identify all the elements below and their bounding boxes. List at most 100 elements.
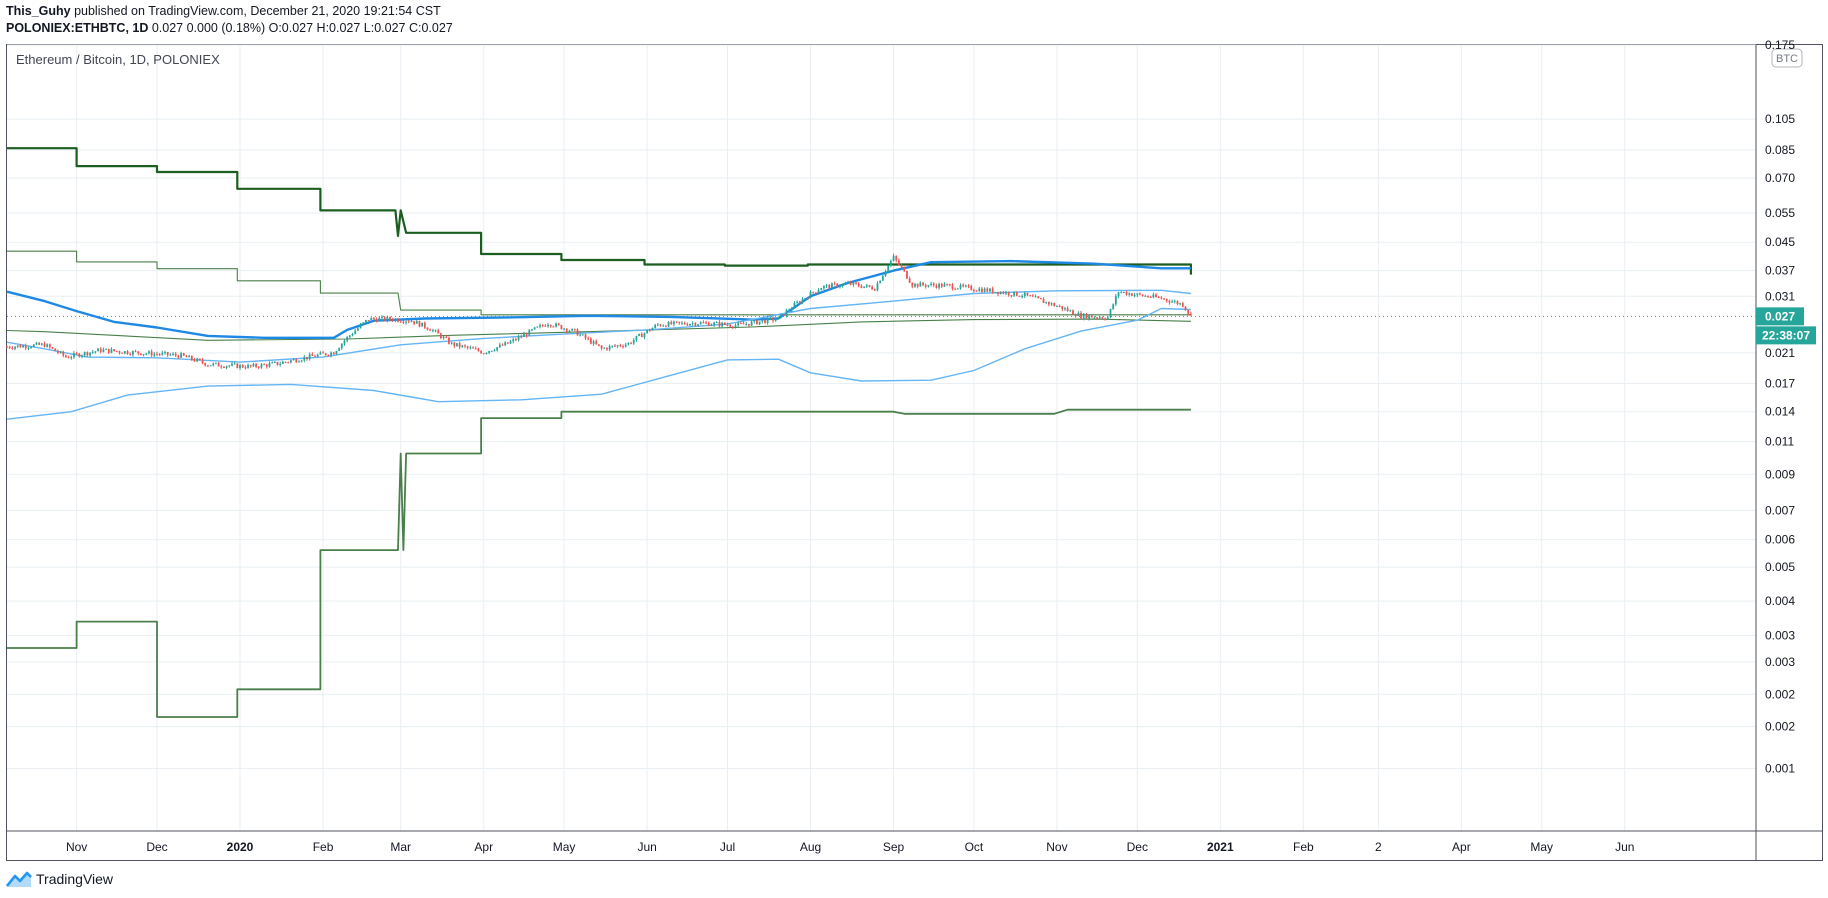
y-tick-label: 0.070 xyxy=(1765,171,1795,185)
candle-body xyxy=(656,324,659,326)
candle-body xyxy=(335,350,338,355)
candle-body xyxy=(311,354,314,356)
candle-body xyxy=(691,323,694,325)
candle-body xyxy=(169,354,172,356)
candle-body xyxy=(260,364,263,368)
indicator-line xyxy=(6,318,1191,341)
candle-body xyxy=(573,328,576,330)
candle-body xyxy=(431,330,434,332)
author-name[interactable]: This_Guhy xyxy=(6,4,71,18)
candle-body xyxy=(1085,313,1088,319)
candle-body xyxy=(603,347,606,349)
candle-body xyxy=(844,283,847,285)
candle-body xyxy=(648,329,651,331)
candle-body xyxy=(873,289,876,291)
candle-body xyxy=(501,344,504,346)
candle-body xyxy=(73,353,75,358)
candle-body xyxy=(630,342,632,344)
candle-body xyxy=(391,319,394,321)
candle-body xyxy=(731,326,734,328)
candle-body xyxy=(102,349,105,352)
candle-body xyxy=(946,284,949,286)
candle-body xyxy=(423,322,426,328)
candle-body xyxy=(999,291,1002,295)
y-tick-label: 0.037 xyxy=(1765,264,1795,278)
candle-body xyxy=(836,283,839,287)
candle-body xyxy=(281,361,284,364)
candle-body xyxy=(113,349,116,352)
candle-body xyxy=(273,361,276,363)
candle-body xyxy=(817,290,820,293)
candle-body xyxy=(40,343,43,345)
candle-body xyxy=(1096,317,1099,319)
candle-body xyxy=(664,325,667,327)
candle-body xyxy=(576,329,579,336)
candle-body xyxy=(437,330,440,334)
footer-brand[interactable]: TradingView xyxy=(36,871,114,887)
candle-body xyxy=(506,342,509,344)
candle-body xyxy=(185,355,188,358)
candle-body xyxy=(825,284,828,286)
candle-body xyxy=(212,363,215,366)
candle-body xyxy=(1173,301,1176,303)
candle-body xyxy=(1053,303,1056,307)
candle-body xyxy=(924,285,927,287)
candle-body xyxy=(868,285,871,287)
candle-body xyxy=(415,321,418,324)
y-tick-label: 0.045 xyxy=(1765,235,1795,249)
candle-body xyxy=(1131,293,1133,296)
candle-body xyxy=(375,319,378,322)
candle-body xyxy=(142,354,145,356)
candle-body xyxy=(812,291,815,293)
candle-body xyxy=(600,345,603,349)
candle-body xyxy=(164,352,166,354)
candle-body xyxy=(1023,292,1026,297)
candle-body xyxy=(1187,310,1190,314)
candle-body xyxy=(962,284,965,287)
x-tick-label: Apr xyxy=(1452,840,1471,854)
candle-body xyxy=(761,320,764,322)
candle-body xyxy=(354,330,357,335)
candle-body xyxy=(627,342,630,345)
candle-body xyxy=(429,329,432,331)
candle-body xyxy=(932,283,935,286)
candle-body xyxy=(292,359,295,361)
candle-body xyxy=(196,358,199,362)
candle-body xyxy=(919,282,922,287)
candle-body xyxy=(43,343,46,347)
candle-body xyxy=(488,351,491,353)
candle-body xyxy=(785,310,788,316)
candle-body xyxy=(544,325,547,327)
candle-body xyxy=(756,320,758,325)
candle-body xyxy=(48,344,51,348)
candle-body xyxy=(271,362,274,364)
candle-body xyxy=(174,353,177,356)
candle-body xyxy=(239,364,241,369)
candle-body xyxy=(434,330,437,332)
candle-body xyxy=(477,348,480,351)
candle-body xyxy=(94,351,97,353)
candle-body xyxy=(461,345,464,348)
candle-body xyxy=(956,288,959,290)
x-tick-label: 2 xyxy=(1375,840,1382,854)
candle-body xyxy=(951,284,954,289)
candle-body xyxy=(324,353,327,355)
candle-body xyxy=(397,318,399,322)
candle-body xyxy=(172,353,174,355)
candle-body xyxy=(531,329,533,331)
symbol-info: POLONIEX:ETHBTC, 1D 0.027 0.000 (0.18%) … xyxy=(6,21,453,35)
indicator-line xyxy=(6,289,1191,363)
candle-body xyxy=(1171,301,1174,303)
candle-body xyxy=(91,351,94,353)
candle-body xyxy=(493,350,496,352)
y-tick-label: 0.004 xyxy=(1765,594,1795,608)
candle-body xyxy=(978,288,981,291)
candle-body xyxy=(16,345,19,347)
candle-body xyxy=(860,286,863,288)
candle-body xyxy=(1007,292,1010,296)
candle-body xyxy=(1064,308,1066,310)
candle-body xyxy=(552,326,555,328)
candle-body xyxy=(539,325,541,327)
symbol-name[interactable]: POLONIEX:ETHBTC, 1D xyxy=(6,21,149,35)
